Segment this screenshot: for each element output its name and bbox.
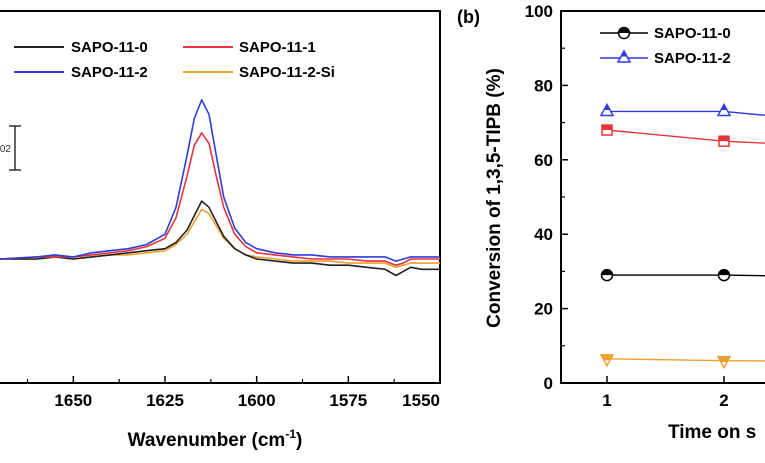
svg-text:SAPO-11-2: SAPO-11-2 bbox=[71, 64, 148, 81]
legend-item-sapo-11-0: SAPO-11-0 bbox=[14, 39, 148, 56]
panel-b-legend: SAPO-11-0 SAPO-11-2 bbox=[600, 25, 731, 67]
marker-fill-sapo-11-0 bbox=[601, 269, 613, 276]
y-tick-label: 60 bbox=[534, 151, 553, 170]
series-sapo-11-2 bbox=[599, 102, 765, 117]
series-line-sapo-11-2 bbox=[0, 99, 440, 262]
x-tick-label: 1575 bbox=[329, 391, 367, 410]
marker-fill-sapo-11-2-si bbox=[718, 356, 730, 363]
series-sapo-11-0 bbox=[600, 268, 765, 282]
x-tick-label: 1 bbox=[602, 391, 611, 410]
svg-text:SAPO-11-0: SAPO-11-0 bbox=[654, 25, 731, 42]
y-tick-label: 80 bbox=[534, 76, 553, 95]
panel-a-ir-spectra: 1650 1625 1600 1575 1550 Wavenumber (cm-1) 0… bbox=[0, 10, 441, 451]
legend-item-sapo-11-2-si: SAPO-11-2-Si bbox=[183, 64, 335, 81]
series-line-sapo-11-2 bbox=[607, 110, 765, 117]
series-line-sapo-11-1 bbox=[0, 132, 440, 266]
marker-fill-sapo-11-1 bbox=[719, 136, 729, 142]
legend-item-sapo-11-2: SAPO-11-2 bbox=[14, 64, 148, 81]
marker-fill-sapo-11-2-si bbox=[601, 354, 613, 361]
legend-item-b-sapo-11-2: SAPO-11-2 bbox=[600, 49, 731, 67]
series-sapo-11-1 bbox=[601, 124, 765, 147]
series-line-sapo-11-0 bbox=[0, 200, 440, 277]
x-tick-label: 1550 bbox=[402, 391, 440, 410]
panel-b-y-axis-title: Conversion of 1,3,5-TIPB (%) bbox=[484, 68, 505, 328]
series-line-sapo-11-0 bbox=[607, 274, 765, 277]
x-tick-label: 1600 bbox=[238, 391, 276, 410]
panel-a-scale-bar-label: 0.02 bbox=[0, 144, 11, 155]
x-tick-label: 1650 bbox=[54, 391, 92, 410]
legend-item-b-sapo-11-0: SAPO-11-0 bbox=[600, 25, 731, 42]
x-tick-label: 2 bbox=[719, 391, 728, 410]
marker-fill-sapo-11-2 bbox=[721, 104, 727, 110]
panel-b-x-axis-title: Time on s bbox=[668, 422, 756, 443]
marker-fill-sapo-11-1 bbox=[602, 125, 612, 131]
panel-b-label: (b) bbox=[457, 7, 480, 27]
marker-fill-sapo-11-2 bbox=[604, 104, 610, 110]
panel-a-series-lines bbox=[0, 99, 440, 277]
y-tick-label: 40 bbox=[534, 225, 553, 244]
panel-a-legend: SAPO-11-0 SAPO-11-1 SAPO-11-2 SAPO-11-2-… bbox=[14, 39, 335, 81]
svg-text:SAPO-11-2-Si: SAPO-11-2-Si bbox=[239, 64, 335, 81]
panel-a-x-ticks: 1650 1625 1600 1575 1550 bbox=[26, 376, 441, 410]
series-line-sapo-11-1 bbox=[606, 129, 765, 144]
series-sapo-11-2-si bbox=[599, 354, 765, 370]
series-line-sapo-11-2-si bbox=[606, 358, 765, 362]
panel-b-y-ticks: 0 20 40 60 80 100 bbox=[525, 2, 568, 393]
x-tick-label: 1625 bbox=[146, 391, 184, 410]
panel-a-frame bbox=[0, 10, 441, 384]
panel-a-scale-bar: 0.02 bbox=[0, 125, 21, 171]
panel-b-series bbox=[599, 102, 765, 370]
y-tick-label: 100 bbox=[525, 2, 553, 21]
panel-a-x-axis-title: Wavenumber (cm-1) bbox=[128, 427, 303, 451]
y-tick-label: 0 bbox=[544, 374, 553, 393]
marker-fill-sapo-11-0 bbox=[718, 269, 730, 276]
svg-text:SAPO-11-2: SAPO-11-2 bbox=[654, 50, 731, 67]
legend-item-sapo-11-1: SAPO-11-1 bbox=[183, 39, 316, 56]
svg-text:SAPO-11-1: SAPO-11-1 bbox=[239, 39, 316, 56]
y-tick-label: 20 bbox=[534, 300, 553, 319]
svg-text:SAPO-11-0: SAPO-11-0 bbox=[71, 39, 148, 56]
